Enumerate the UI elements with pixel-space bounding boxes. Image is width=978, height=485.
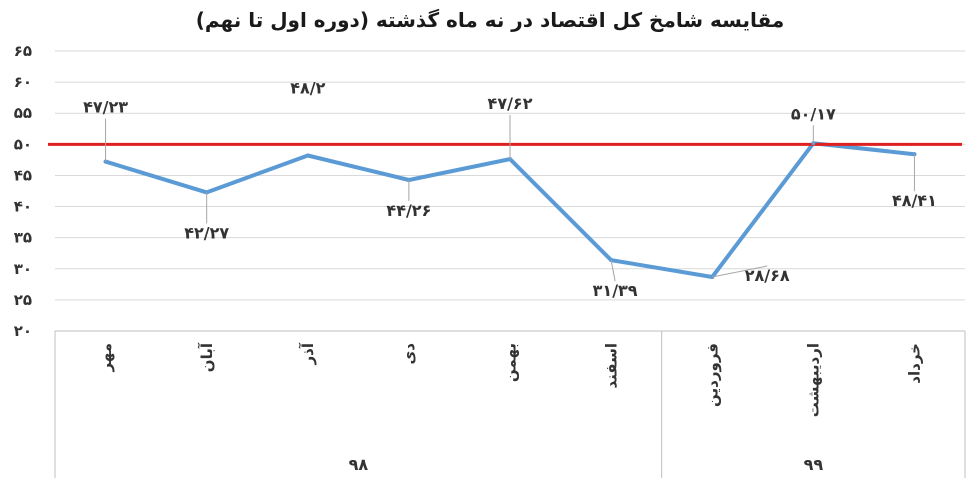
chart-title: مقایسه شامخ کل اقتصاد در نه ماه گذشته (د… <box>196 8 785 32</box>
y-tick-label: ۶۵ <box>14 42 32 60</box>
category-axis <box>54 330 966 478</box>
data-label: ۴۷/۲۳ <box>83 98 128 117</box>
category-label: بهمن <box>501 343 519 382</box>
category-label: اردیبهشت <box>805 343 823 417</box>
data-points <box>103 141 917 279</box>
category-label: مهر <box>97 343 115 373</box>
category-label: آبان <box>198 342 216 372</box>
data-label: ۴۲/۲۷ <box>184 223 229 242</box>
y-tick-label: ۲۰ <box>14 322 32 340</box>
data-label: ۵۰/۱۷ <box>791 104 836 123</box>
category-label: آذر <box>299 342 317 365</box>
y-tick-label: ۵۵ <box>14 104 32 122</box>
data-label: ۴۴/۲۶ <box>386 201 431 220</box>
category-labels: مهر آبان آذر دی بهمن اسفند فروردین اردیبهشت خردا… <box>97 342 924 417</box>
data-label: ۴۷/۶۲ <box>488 94 533 113</box>
series-line <box>103 141 917 279</box>
y-tick-label: ۴۵ <box>14 166 32 184</box>
year-group-label: ۹۹ <box>804 455 824 474</box>
data-label: ۴۸/۴۱ <box>892 191 937 210</box>
leader-line <box>610 260 616 282</box>
y-axis: ۲۰ ۲۵ ۳۰ ۳۵ ۴۰ ۴۵ ۵۰ ۵۵ ۶۰ ۶۵ <box>14 42 32 340</box>
category-label: دی <box>400 343 418 365</box>
y-tick-label: ۶۰ <box>14 73 32 91</box>
y-tick-label: ۳۵ <box>14 229 32 247</box>
y-tick-label: ۲۵ <box>14 291 32 309</box>
data-series <box>103 141 917 279</box>
category-label: اسفند <box>602 343 620 388</box>
data-label: ۴۸/۲ <box>290 79 325 98</box>
year-groups: ۹۸ ۹۹ <box>349 455 824 474</box>
data-label: ۲۸/۶۸ <box>745 266 790 285</box>
y-tick-label: ۳۰ <box>14 260 32 278</box>
category-label: خرداد <box>906 343 924 384</box>
data-point <box>305 153 310 158</box>
y-tick-label: ۴۰ <box>14 198 32 216</box>
data-label: ۳۱/۳۹ <box>593 281 638 300</box>
y-tick-label: ۵۰ <box>14 135 32 153</box>
leader-line <box>712 265 768 278</box>
category-label: فروردین <box>703 343 721 407</box>
year-group-label: ۹۸ <box>349 455 369 474</box>
gridlines <box>55 50 965 301</box>
data-labels: ۴۷/۲۳ ۴۲/۲۷ ۴۸/۲ ۴۴/۲۶ ۴۷/۶۲ ۳۱/۳۹ ۲۸/۶۸ ۵۰/۱۷ ۴… <box>83 79 937 301</box>
